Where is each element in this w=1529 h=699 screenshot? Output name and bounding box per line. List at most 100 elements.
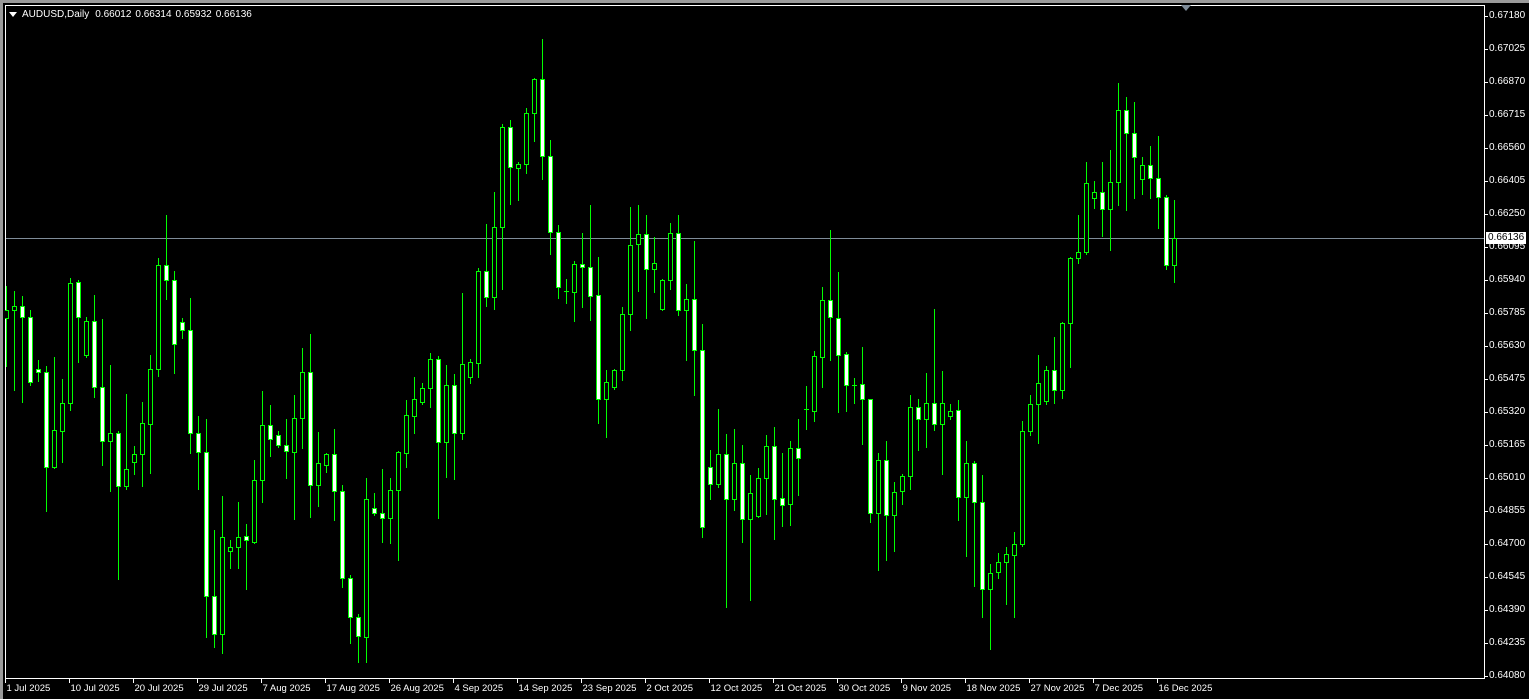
candle-body [516, 164, 521, 169]
candle-bull [764, 435, 769, 515]
dropdown-triangle-icon[interactable] [9, 11, 17, 17]
candle-body [44, 372, 49, 468]
candle-body [660, 280, 665, 310]
plot-area[interactable] [5, 5, 1485, 679]
candle-body [268, 425, 273, 440]
candle-bear [556, 225, 561, 299]
header-low: 0.65932 [175, 8, 212, 20]
candle-bull [732, 429, 737, 511]
candle-bear [596, 257, 601, 424]
candle-bull [1076, 215, 1081, 264]
candle-bull [924, 373, 929, 448]
candle-body [412, 399, 417, 417]
candle-bear [76, 280, 81, 363]
candle-bull [572, 261, 577, 322]
candle-bull [468, 359, 473, 384]
candle-bull [668, 223, 673, 290]
candle-bull [1084, 162, 1089, 255]
candle-bear [308, 334, 313, 518]
candle-body [788, 448, 793, 505]
candle-bear [196, 416, 201, 490]
candle-bear [1132, 102, 1137, 199]
candle-body [1092, 192, 1097, 199]
candle-bull [1044, 366, 1049, 405]
candle-body [244, 536, 249, 541]
price-tick-label: 0.66560 [1489, 142, 1526, 153]
candle-bear [548, 140, 553, 255]
candle-body [900, 476, 905, 492]
candle-bull [988, 564, 993, 650]
candle-bear [772, 427, 777, 540]
candle-body [36, 369, 41, 373]
candle-bull [124, 394, 129, 490]
candle-body [1140, 165, 1145, 180]
candle-body [732, 463, 737, 500]
price-tick-label: 0.64235 [1489, 637, 1526, 648]
candle-bull [444, 365, 449, 478]
candle-body [196, 433, 201, 453]
candle-bull [260, 391, 265, 503]
header-open: 0.66012 [95, 8, 132, 20]
candle-body [700, 350, 705, 528]
candle-bull [852, 378, 857, 404]
candle-bear [452, 374, 457, 480]
candle-bull [756, 468, 761, 518]
candle-bear [700, 324, 705, 538]
candle-bull [1028, 395, 1033, 436]
candle-bear [28, 310, 33, 386]
candle-bear [836, 272, 841, 413]
price-tick-label: 0.66095 [1489, 241, 1526, 252]
time-tick-label: 27 Nov 2025 [1030, 683, 1085, 694]
price-tick-label: 0.65165 [1489, 439, 1526, 450]
candle-body [276, 435, 281, 446]
time-tick-label: 2 Oct 2025 [646, 683, 693, 694]
candle-body [236, 537, 241, 548]
candle-body [468, 362, 473, 378]
candle-bear [20, 296, 25, 403]
candle-body [908, 407, 913, 477]
current-price-label: 0.66136 [1486, 232, 1527, 244]
candle-bull [532, 78, 537, 142]
candle-body [380, 513, 385, 519]
time-tick-label: 21 Oct 2025 [774, 683, 827, 694]
candle-body [532, 79, 537, 114]
candle-body [1156, 178, 1161, 198]
candle-body [524, 113, 529, 165]
candle-body [372, 508, 377, 514]
candle-bull [396, 451, 401, 561]
candle-body [220, 537, 225, 635]
candle-body [972, 463, 977, 503]
candle-body [308, 372, 313, 486]
candle-body [964, 463, 969, 498]
chart-shift-marker-icon[interactable] [1181, 5, 1191, 11]
candle-bear [348, 575, 353, 644]
candle-bear [956, 400, 961, 521]
window-frame-left [0, 0, 3, 699]
candle-bull [1004, 547, 1009, 605]
candle-bear [484, 224, 489, 307]
candle-body [5, 310, 9, 319]
time-tick-label: 10 Jul 2025 [70, 683, 120, 694]
chart-header: AUDUSD,Daily 0.66012 0.66314 0.65932 0.6… [9, 8, 256, 20]
candle-bear [268, 405, 273, 457]
header-high: 0.66314 [135, 8, 172, 20]
candle-body [20, 306, 25, 318]
candle-body [116, 433, 121, 487]
price-tick-label: 0.64080 [1489, 670, 1526, 681]
candle-bull [220, 496, 225, 654]
candle-bull [1060, 322, 1065, 399]
candle-body [1108, 182, 1113, 210]
time-tick-label: 14 Sep 2025 [518, 683, 573, 694]
candle-body [676, 233, 681, 311]
candle-bull [716, 409, 721, 488]
candle-bull [516, 162, 521, 201]
candle-body [588, 267, 593, 297]
candle-body [820, 300, 825, 358]
candle-bear [164, 215, 169, 300]
time-tick-label: 16 Dec 2025 [1158, 683, 1213, 694]
candle-bear [372, 493, 377, 516]
candle-bull [804, 386, 809, 430]
candle-bull [524, 108, 529, 174]
candle-body [460, 364, 465, 434]
